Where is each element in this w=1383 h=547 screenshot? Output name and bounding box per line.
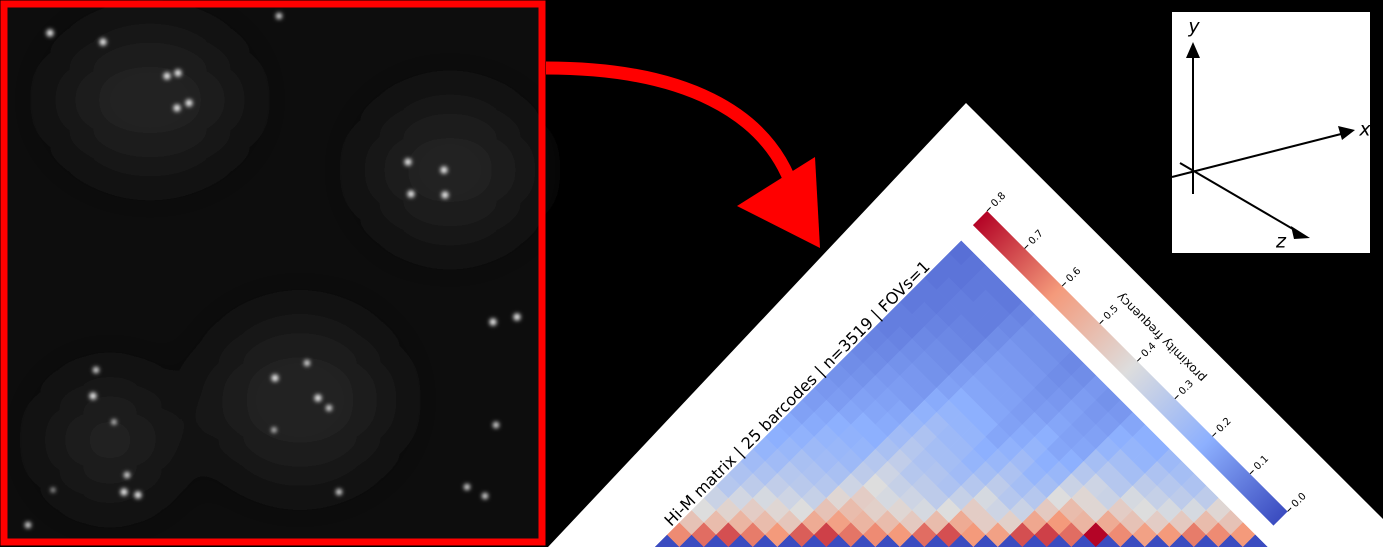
colorbar-tick [1212,432,1217,437]
z-label: z [1275,231,1287,253]
microscopy-image [0,0,546,546]
axes-inset: y x z [1171,12,1371,253]
inset-panel [1172,12,1370,253]
y-label: y [1187,16,1200,38]
colorbar-tick [1061,282,1067,287]
image-border [0,0,546,546]
spots [25,13,521,528]
colorbar-tick [1136,357,1142,362]
heatmap [654,240,1268,547]
z-arrowhead [1291,226,1310,239]
colorbar-tick [986,207,991,212]
colorbar-tick [1287,507,1292,512]
arrow [545,61,820,248]
y-arrowhead [1186,42,1200,58]
colorbar-tick [1174,394,1179,400]
colorbar-tick [1099,319,1104,324]
heatmap-cell [1242,534,1268,547]
axis-lines [1171,55,1346,233]
arrow-shaft [545,61,802,197]
x-arrowhead [1338,126,1355,140]
colorbar-bar [972,210,1288,526]
arrow-head [737,157,820,248]
nuclei-glow [50,30,530,500]
x-label: x [1358,119,1371,141]
colorbar-tick [1024,244,1029,249]
colorbar-tick [1249,469,1254,475]
